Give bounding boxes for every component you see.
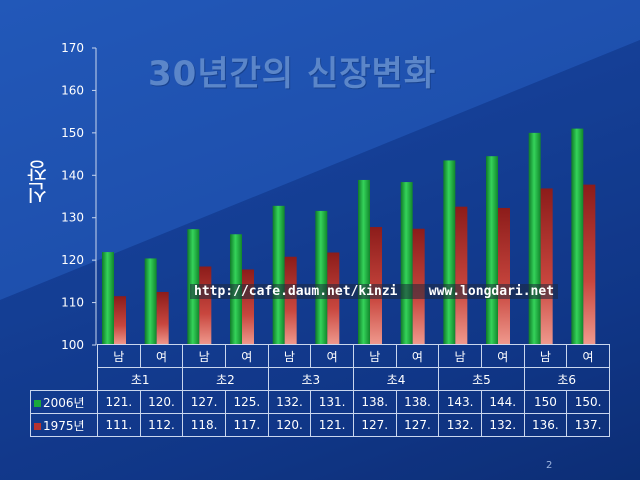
watermark-text: http://cafe.daum.net/kinzi www.longdari.…: [190, 284, 559, 299]
bar-1975: [455, 206, 468, 345]
table-cell-2006: 144.: [480, 390, 525, 414]
table-cell-1975: 112.: [139, 413, 184, 437]
legend-swatch-1975: [34, 422, 41, 430]
table-cell-1975: 136.: [523, 413, 568, 437]
table-cell-1975: 132.: [438, 413, 482, 437]
table-row-1975: 1975년 111. 112. 118. 117. 120. 121. 127. 127. 13…: [30, 413, 610, 437]
y-axis: 100 110 120 130 140 150 160 170: [61, 41, 97, 352]
grade-label: 초5: [438, 367, 525, 391]
table-cell-1975: 120.: [267, 413, 312, 437]
table-row-grade: 초1 초2 초3 초4 초5 초6: [31, 367, 610, 391]
bar-1975: [540, 188, 553, 345]
table-cell-1975: 137.: [566, 413, 610, 437]
table-cell-1975: 121.: [310, 413, 354, 437]
bar-2006: [400, 182, 413, 345]
table-cell-2006: 132.: [267, 390, 312, 414]
y-tick-label: 150: [61, 126, 84, 140]
sex-label: 남: [267, 344, 312, 368]
sex-label: 여: [139, 344, 184, 368]
bars: [102, 128, 596, 345]
sex-label: 여: [224, 344, 269, 368]
page-number: 2: [546, 460, 553, 471]
table-cell-1975: 127.: [395, 413, 440, 437]
y-tick-label: 110: [61, 296, 84, 310]
legend-label-1975: 1975년: [43, 418, 85, 433]
table-cell-2006: 125.: [224, 390, 269, 414]
bar-1975: [498, 207, 510, 345]
table-cell-2006: 127.: [182, 390, 226, 414]
y-tick-label: 140: [61, 168, 84, 182]
table-cell-2006: 150.: [566, 390, 610, 414]
table-cell-2006: 138.: [395, 390, 440, 414]
table-cell-1975: 111.: [97, 413, 141, 437]
y-tick-label: 160: [61, 83, 84, 97]
bar-2006: [443, 160, 456, 345]
grade-label: 초4: [352, 367, 440, 391]
table-cell-2006: 143.: [438, 390, 482, 414]
sex-label: 남: [523, 344, 568, 368]
sex-label: 남: [182, 344, 226, 368]
bar-2006: [358, 179, 370, 345]
sex-label: 여: [395, 344, 440, 368]
y-tick-label: 170: [61, 41, 84, 55]
sex-label: 여: [566, 344, 610, 368]
bar-1975: [242, 269, 254, 345]
grade-label: 초2: [182, 367, 269, 391]
bar-1975: [199, 266, 212, 345]
sex-label: 여: [480, 344, 525, 368]
bar-2006: [102, 252, 114, 345]
legend-swatch-2006: [34, 399, 41, 407]
bar-1975: [156, 291, 169, 345]
legend-2006: 2006년: [30, 390, 98, 414]
table-cell-2006: 121.: [97, 390, 141, 414]
chart-title: 30년간의 신장변화: [148, 54, 437, 94]
bar-2006: [315, 210, 328, 345]
table-row-2006: 2006년 121. 120. 127. 125. 132. 131. 138. 138. 14…: [30, 390, 610, 414]
table-cell-2006: 138.: [352, 390, 397, 414]
bar-2006: [528, 132, 541, 345]
sex-label: 남: [352, 344, 397, 368]
y-tick-label: 120: [61, 253, 84, 267]
bar-2006: [272, 205, 285, 345]
table-cell-1975: 132.: [480, 413, 525, 437]
table-cell-2006: 131.: [310, 390, 354, 414]
legend-1975: 1975년: [30, 413, 98, 437]
table-cell-1975: 117.: [224, 413, 269, 437]
grade-label: 초1: [96, 367, 184, 391]
table-cell-1975: 118.: [182, 413, 226, 437]
bar-2006: [486, 156, 498, 345]
bar-1975: [284, 256, 297, 345]
table-cell-1975: 127.: [352, 413, 397, 437]
table-cell-2006: 120.: [139, 390, 184, 414]
sex-label: 남: [97, 344, 141, 368]
sex-label: 여: [310, 344, 354, 368]
bar-2006: [571, 128, 584, 345]
grade-label: 초3: [267, 367, 354, 391]
sex-label: 남: [438, 344, 482, 368]
bar-1975: [114, 296, 126, 345]
table-cell-2006: 150: [523, 390, 568, 414]
legend-label-2006: 2006년: [43, 395, 85, 410]
grade-label: 초6: [523, 367, 610, 391]
y-tick-label: 100: [61, 338, 84, 352]
bar-1975: [583, 184, 596, 345]
bar-2006: [144, 258, 157, 345]
y-tick-label: 130: [61, 211, 84, 225]
